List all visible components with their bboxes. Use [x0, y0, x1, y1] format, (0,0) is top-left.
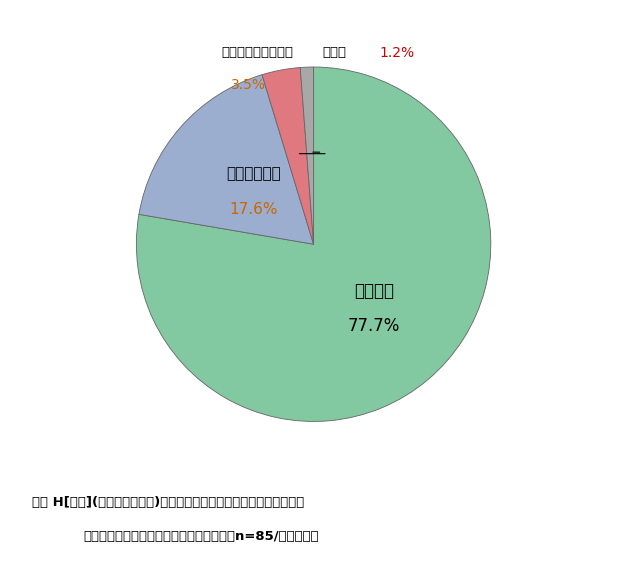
Text: 3.5%: 3.5%	[230, 78, 266, 92]
Text: どちらともいえない: どちらともいえない	[221, 47, 294, 59]
Wedge shape	[139, 75, 314, 244]
Wedge shape	[136, 67, 491, 421]
Wedge shape	[300, 67, 314, 244]
Text: （「不安があった」「やや不安があった」n=85/単一回答）: （「不安があった」「やや不安があった」n=85/単一回答）	[83, 531, 319, 543]
Text: 77.7%: 77.7%	[348, 318, 400, 336]
Text: 17.6%: 17.6%	[230, 202, 278, 217]
Text: 図表 H[設問](不安があった人)福島県を訪れて良かったと思いますか。: 図表 H[設問](不安があった人)福島県を訪れて良かったと思いますか。	[32, 496, 304, 509]
Text: そう思う: そう思う	[354, 282, 394, 300]
Text: 1.2%: 1.2%	[379, 46, 414, 60]
Text: 無回答: 無回答	[323, 47, 346, 59]
Text: ややそう思う: ややそう思う	[227, 166, 281, 181]
Wedge shape	[262, 68, 314, 244]
